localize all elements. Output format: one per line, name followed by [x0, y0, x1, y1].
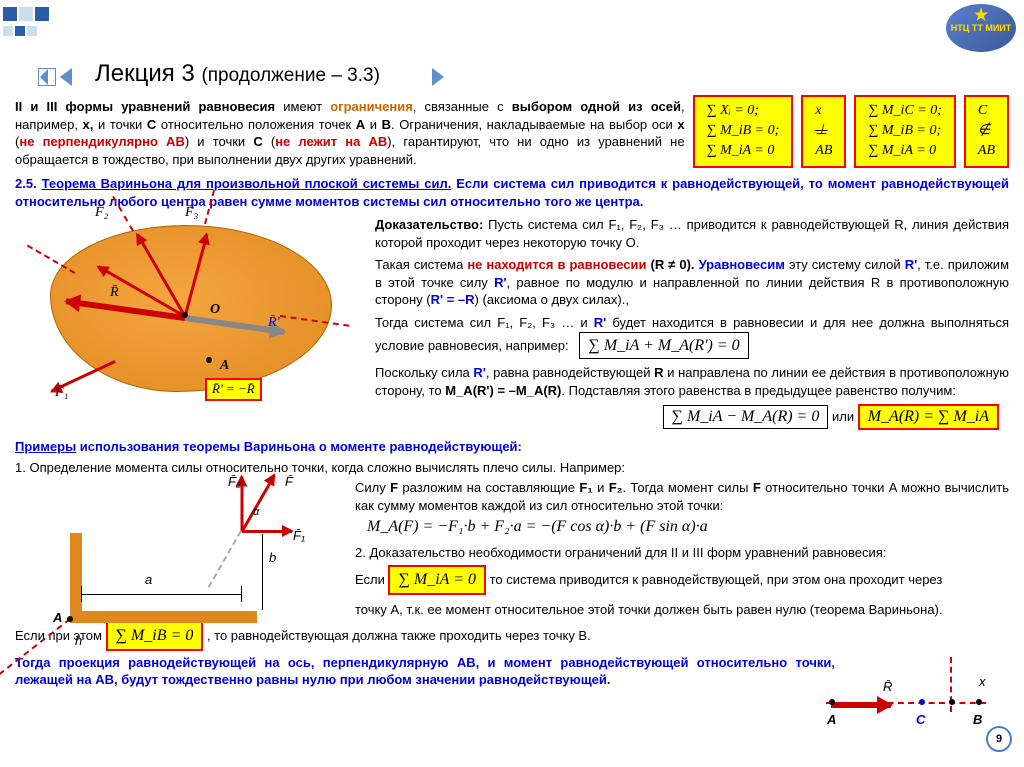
example-2-if: Если ∑ M_iA = 0 то система приводится к … — [355, 565, 1009, 595]
example-2-p4: точку A, т.к. ее момент относительное эт… — [355, 601, 1009, 619]
diagram-force-components: a b F̄₂ F̄ F̄₁ α A h — [25, 498, 335, 648]
diagram-force-system: F̄₂ F̄₃ F̄₁ R̄ O R̄' A R̄' = −R̄ — [30, 210, 360, 400]
example-1-text: Силу F разложим на составляющие F₁ и F₂.… — [355, 479, 1009, 514]
section-2-5-heading: 2.5. Теорема Вариньона для произвольной … — [15, 175, 1009, 210]
proof-p1: Доказательство: Пусть система сил F₁, F₂… — [375, 216, 1009, 251]
nav-back-buttons[interactable] — [38, 68, 72, 89]
example-2-heading: 2. Доказательство необходимости ограниче… — [355, 544, 1009, 562]
equation-box-1b: x⊥AB — [801, 95, 846, 168]
proof-p4: Поскольку сила R', равна равнодействующе… — [375, 364, 1009, 399]
title-sub: (продолжение – 3.3) — [201, 65, 379, 86]
equation-4: M_A(F) = −F₁·b + F₂·a = −(F cos α)·b + (… — [367, 518, 1009, 536]
page-number: 9 — [986, 726, 1012, 752]
equation-3-highlighted: M_A(R) = ∑ M_iA — [858, 404, 999, 430]
title-main: Лекция 3 — [95, 60, 195, 87]
equation-2: ∑ M_iA − M_A(R) = 0 — [663, 405, 829, 429]
equation-5: ∑ M_iA = 0 — [388, 565, 485, 595]
proof-p3: Тогда система сил F₁, F₂, F₃ … и R' буде… — [375, 314, 1009, 359]
diagram-axis-ab: R̄ x A C B — [821, 674, 996, 729]
equation-1: ∑ M_iA + M_A(R') = 0 — [579, 332, 748, 360]
equation-box-1: ∑ Xᵢ = 0;∑ M_iB = 0;∑ M_iA = 0 — [693, 95, 794, 168]
proof-p2: Такая система не находится в равновесии … — [375, 256, 1009, 309]
nav-forward-button[interactable] — [432, 68, 444, 89]
conclusion: Тогда проекция равнодействующей на ось, … — [15, 654, 835, 689]
equation-box-2: ∑ M_iC = 0;∑ M_iB = 0;∑ M_iA = 0 — [854, 95, 955, 168]
logo: НТЦ ТТ МИИТ — [946, 4, 1016, 52]
intro-paragraph: II и III формы уравнений равновесия имею… — [15, 98, 685, 168]
equation-box-2b: C∉AB — [964, 95, 1009, 168]
example-1: 1. Определение момента силы относительно… — [15, 459, 1009, 477]
examples-heading: Примеры использования теоремы Вариньона … — [15, 438, 1009, 456]
page-title: Лекция 3 (продолжение – 3.3) — [95, 60, 380, 88]
decoration-blocks — [2, 6, 50, 40]
proof-equations: ∑ M_iA − M_A(R) = 0 или M_A(R) = ∑ M_iA — [375, 404, 1009, 430]
